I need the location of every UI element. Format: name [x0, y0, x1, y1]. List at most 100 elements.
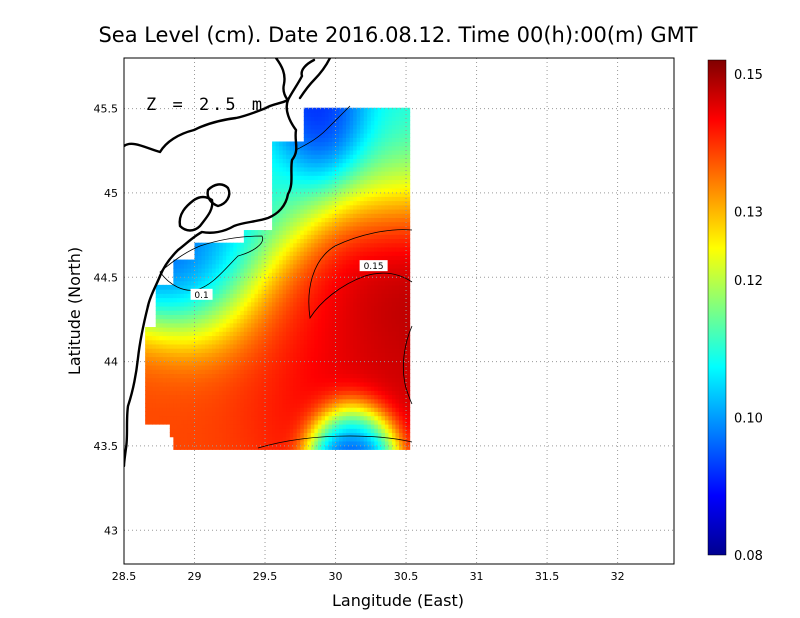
field-cell — [176, 411, 182, 417]
field-cell — [370, 162, 375, 168]
field-cell — [265, 301, 270, 307]
field-cell — [162, 310, 167, 315]
field-cell — [360, 280, 365, 286]
field-cell — [300, 204, 305, 210]
field-cell — [317, 419, 323, 425]
field-cell — [166, 352, 171, 358]
field-cell — [173, 398, 178, 404]
field-cell — [332, 327, 337, 332]
field-cell — [384, 348, 390, 353]
field-cell — [226, 428, 231, 434]
field-cell — [391, 289, 397, 294]
field-cell — [289, 192, 294, 197]
field-cell — [328, 356, 333, 362]
field-cell — [205, 411, 210, 417]
field-cell — [198, 343, 203, 349]
field-cell — [173, 267, 178, 273]
field-cell — [384, 364, 390, 370]
field-cell — [399, 390, 404, 396]
field-cell — [148, 331, 153, 337]
field-cell — [356, 322, 361, 328]
field-cell — [201, 255, 206, 261]
field-cell — [240, 356, 245, 362]
contour-label-box — [190, 288, 213, 300]
field-cell — [169, 407, 174, 412]
field-cell — [353, 381, 358, 387]
field-cell — [381, 149, 386, 155]
field-cell — [310, 445, 315, 450]
field-cell — [265, 356, 270, 362]
field-cell — [155, 415, 160, 421]
field-cell — [222, 301, 227, 307]
field-cell — [332, 424, 337, 429]
field-cell — [250, 301, 256, 307]
field-cell — [395, 386, 400, 391]
field-cell — [208, 381, 213, 387]
field-cell — [367, 364, 372, 370]
field-cell — [349, 217, 354, 223]
field-cell — [356, 398, 361, 404]
field-cell — [395, 415, 400, 421]
field-cell — [391, 322, 397, 328]
field-cell — [363, 335, 368, 341]
field-cell — [328, 267, 333, 273]
field-cell — [321, 179, 326, 185]
field-cell — [335, 310, 340, 315]
field-cell — [367, 318, 372, 324]
field-cell — [243, 339, 248, 345]
field-cell — [219, 369, 224, 375]
field-cell — [395, 255, 400, 261]
field-cell — [353, 310, 358, 315]
field-cell — [374, 284, 379, 290]
field-cell — [367, 310, 372, 315]
field-cell — [159, 284, 164, 290]
field-cell — [187, 335, 192, 341]
field-cell — [222, 390, 227, 396]
field-cell — [360, 360, 365, 366]
field-cell — [370, 314, 375, 320]
field-cell — [275, 390, 280, 396]
field-cell — [346, 234, 351, 240]
field-cell — [293, 305, 298, 311]
field-cell — [402, 445, 407, 450]
field-cell — [176, 386, 182, 391]
field-cell — [328, 107, 333, 113]
field-cell — [250, 398, 256, 404]
field-cell — [236, 276, 241, 282]
field-cell — [377, 301, 382, 307]
field-cell — [254, 314, 259, 320]
field-cell — [384, 327, 390, 332]
field-cell — [303, 267, 308, 273]
field-cell — [328, 364, 333, 370]
field-cell — [272, 149, 277, 155]
field-cell — [399, 259, 404, 265]
field-cell — [342, 322, 347, 328]
field-cell — [388, 246, 393, 252]
field-cell — [342, 116, 347, 122]
field-cell — [370, 356, 375, 362]
field-cell — [148, 373, 153, 379]
field-cell — [159, 369, 164, 375]
field-cell — [261, 234, 266, 240]
field-cell — [162, 402, 167, 408]
field-cell — [342, 289, 347, 294]
field-cell — [222, 360, 227, 366]
field-cell — [222, 289, 227, 294]
field-cell — [310, 171, 315, 176]
field-cell — [391, 213, 397, 218]
field-cell — [145, 369, 150, 375]
field-cell — [205, 242, 210, 248]
field-cell — [381, 284, 386, 290]
field-cell — [402, 373, 407, 379]
field-cell — [303, 284, 308, 290]
field-cell — [250, 259, 256, 265]
field-cell — [208, 267, 213, 273]
field-cell — [194, 432, 199, 438]
field-cell — [173, 364, 178, 370]
field-cell — [328, 242, 333, 248]
field-cell — [169, 352, 174, 358]
field-cell — [215, 402, 220, 408]
field-cell — [363, 377, 368, 383]
field-cell — [166, 339, 171, 345]
field-cell — [272, 158, 277, 164]
